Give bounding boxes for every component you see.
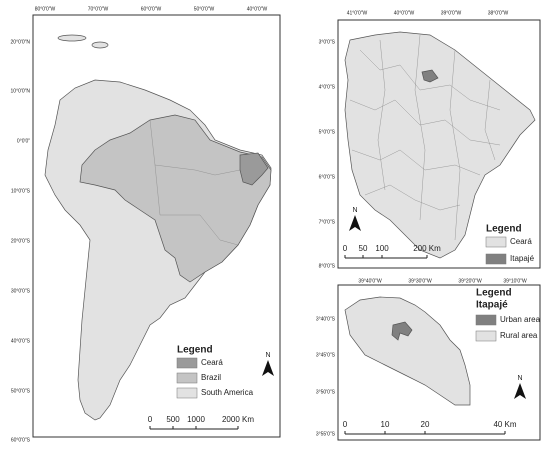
latitude-label: 3°50'0"S [316, 389, 336, 395]
latitude-label: 3°55'0"S [316, 431, 336, 437]
scale-label: 0 [343, 244, 348, 253]
scale-label: 1000 [187, 415, 205, 424]
north-arrow [514, 383, 526, 399]
longitude-label: 41°0'0"W [347, 10, 368, 16]
scale-label: 500 [166, 415, 180, 424]
longitude-label: 39°10'0"W [503, 278, 527, 284]
latitude-label: 10°0'0"S [11, 188, 31, 194]
latitude-label: 3°0'0"S [319, 39, 336, 45]
legend-swatch [485, 236, 507, 248]
latitude-label: 7°0'0"S [319, 219, 336, 225]
north-arrow [262, 360, 274, 376]
scale-label: 200 Km [413, 244, 441, 253]
municipality-borders [349, 34, 501, 241]
legend-swatch [475, 314, 497, 326]
latitude-label: 30°0'0"S [11, 288, 31, 294]
scale-label: 0 [148, 415, 153, 424]
scale-label: 100 [375, 244, 389, 253]
ceara-state [344, 31, 536, 259]
legend-label: Urban area [500, 315, 541, 324]
legend-label: Itapajé [510, 254, 535, 263]
latitude-label: 20°0'0"N [11, 39, 31, 45]
frame [337, 19, 541, 269]
state-border [154, 164, 239, 246]
legend-label: Rural area [500, 331, 538, 340]
latitude-label: 3°40'0"S [316, 316, 336, 322]
longitude-label: 38°0'0"W [488, 10, 509, 16]
longitude-label: 60°0'0"W [141, 6, 162, 12]
itapaje-rural [344, 296, 471, 406]
longitude-label: 80°0'0"W [35, 6, 56, 12]
scale-label: 0 [343, 420, 348, 429]
island [57, 34, 87, 42]
latitude-label: 50°0'0"S [11, 388, 31, 394]
scale-label: 10 [381, 420, 390, 429]
latitude-label: 60°0'0"S [11, 437, 31, 443]
legend-swatch [485, 253, 507, 265]
ceara [239, 152, 269, 186]
latitude-label: 8°0'0"S [319, 263, 336, 269]
latitude-label: 5°0'0"S [319, 129, 336, 135]
legend-subtitle: Itapajé [476, 300, 508, 311]
legend-title: Legend [486, 224, 522, 235]
scale-label: 20 [421, 420, 430, 429]
longitude-label: 39°0'0"W [441, 10, 462, 16]
north-arrow [349, 215, 361, 231]
latitude-label: 10°0'0"N [11, 88, 31, 94]
legend-label: Ceará [510, 237, 532, 246]
legend-title: Legend [177, 345, 213, 356]
scale-label: 2000 Km [222, 415, 254, 424]
latitude-label: 40°0'0"S [11, 338, 31, 344]
legend-label: South America [201, 388, 254, 397]
legend-swatch [176, 372, 198, 384]
longitude-label: 70°0'0"W [88, 6, 109, 12]
latitude-label: 20°0'0"S [11, 238, 31, 244]
latitude-label: 6°0'0"S [319, 174, 336, 180]
itapaje-urban [391, 321, 413, 341]
north-label: N [265, 352, 270, 359]
north-label: N [352, 207, 357, 214]
legend-swatch [176, 357, 198, 369]
latitude-label: 0°0'0" [17, 138, 30, 144]
frame [337, 284, 541, 441]
legend-swatch [475, 330, 497, 342]
scale-label: 40 Km [493, 420, 516, 429]
latitude-label: 4°0'0"S [319, 84, 336, 90]
state-border [149, 119, 241, 176]
scale-label: 50 [359, 244, 368, 253]
latitude-label: 3°45'0"S [316, 352, 336, 358]
north-label: N [517, 375, 522, 382]
legend-title: Legend [476, 288, 512, 299]
longitude-label: 50°0'0"W [194, 6, 215, 12]
legend-label: Ceará [201, 358, 223, 367]
frame [32, 14, 281, 438]
legend-swatch [176, 387, 198, 399]
legend-label: Brazil [201, 373, 221, 382]
longitude-label: 40°0'0"W [247, 6, 268, 12]
longitude-label: 39°40'0"W [358, 278, 382, 284]
island [91, 41, 109, 49]
itapaje-location [421, 69, 439, 83]
longitude-label: 39°20'0"W [458, 278, 482, 284]
brazil [79, 114, 272, 283]
longitude-label: 39°30'0"W [408, 278, 432, 284]
longitude-label: 40°0'0"W [394, 10, 415, 16]
